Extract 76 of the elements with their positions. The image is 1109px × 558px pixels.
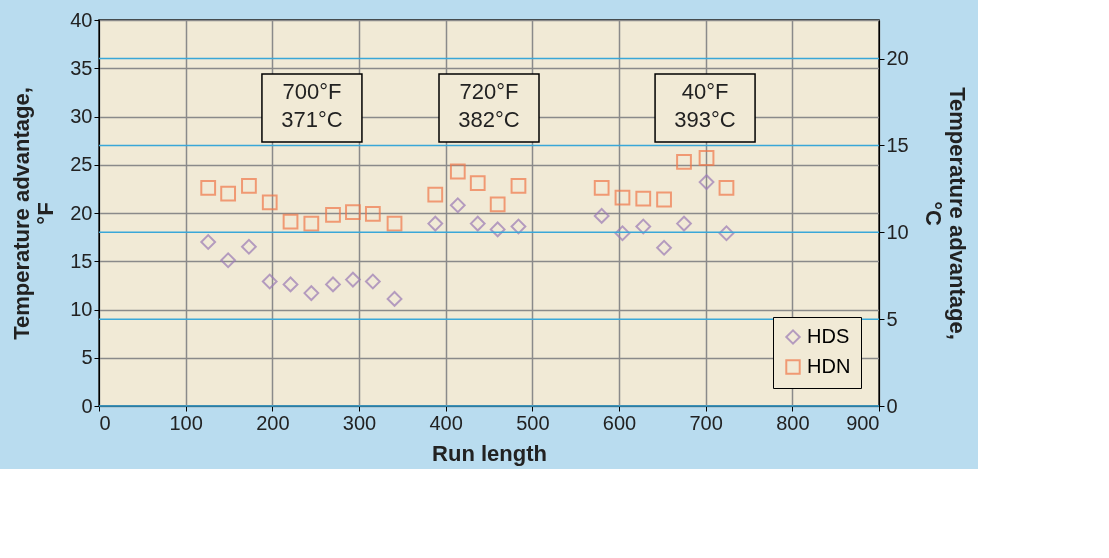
point [303, 215, 320, 232]
y2-tick-label: 0 [886, 394, 898, 417]
x-tick-label: 600 [602, 411, 637, 434]
point [635, 218, 652, 235]
y-tick-label: 35 [70, 56, 93, 79]
y-tick-label: 40 [70, 8, 93, 31]
point [220, 185, 237, 202]
point [614, 225, 631, 242]
legend-label: HDN [807, 355, 851, 377]
y-axis-title: Temperature advantage, °F [9, 87, 59, 340]
point [364, 273, 381, 290]
y2-tick-label: 10 [886, 220, 909, 243]
x-tick-label: 100 [169, 411, 203, 434]
point [676, 153, 692, 170]
point [241, 238, 257, 255]
point [427, 186, 444, 203]
annotation: 40°F 393°C [674, 79, 736, 133]
x-axis-title: Run length [432, 440, 547, 466]
point [261, 194, 278, 211]
point [449, 197, 466, 214]
point [698, 150, 715, 166]
point [200, 234, 217, 250]
point [593, 208, 610, 224]
y-tick-label: 5 [81, 346, 93, 369]
point [718, 225, 735, 242]
point [282, 213, 299, 230]
x-tick-label: 700 [689, 411, 723, 434]
point [510, 178, 527, 194]
point [449, 163, 466, 180]
x-tick-label: 500 [516, 411, 550, 434]
y-tick-label: 15 [70, 249, 93, 272]
point [325, 207, 341, 223]
point [593, 180, 610, 196]
point [325, 276, 341, 293]
y2-axis-title: Temperature advantage, °C [920, 87, 970, 340]
point [427, 215, 444, 232]
point [200, 180, 217, 196]
y2-tick-label: 5 [886, 307, 898, 330]
x-tick-label: 800 [776, 411, 810, 434]
point [656, 239, 672, 256]
y-tick-label: 25 [70, 153, 93, 176]
x-tick-label: 200 [256, 411, 290, 434]
y-tick-label: 0 [81, 394, 93, 417]
point [345, 204, 361, 220]
point [469, 175, 486, 191]
point [676, 215, 692, 232]
point [698, 174, 715, 191]
x-tick-label: 400 [429, 411, 463, 434]
annotation: 700°F 371°C [281, 79, 343, 133]
y-tick-label: 10 [70, 298, 93, 320]
x-tick-label: 900 [846, 411, 880, 434]
point [489, 196, 506, 213]
point [345, 271, 361, 288]
point [261, 273, 278, 290]
point [489, 221, 506, 238]
point [241, 178, 257, 194]
x-tick-label: 300 [342, 411, 377, 434]
y-tick-label: 20 [70, 201, 93, 224]
y-tick-label: 30 [70, 105, 93, 127]
x-tick-label: 0 [99, 411, 111, 434]
point [614, 189, 631, 206]
point [635, 190, 652, 207]
point [469, 215, 486, 232]
annotation: 720°F 382°C [458, 79, 520, 133]
point [510, 218, 527, 235]
y2-tick-label: 20 [886, 47, 909, 70]
point [220, 252, 237, 269]
point [303, 285, 320, 301]
point [718, 180, 735, 196]
legend-label: HDS [807, 325, 850, 347]
point [364, 206, 381, 222]
point [386, 290, 403, 307]
y2-tick-label: 15 [886, 133, 909, 156]
point [282, 276, 299, 293]
point [656, 191, 672, 208]
point [386, 215, 403, 232]
